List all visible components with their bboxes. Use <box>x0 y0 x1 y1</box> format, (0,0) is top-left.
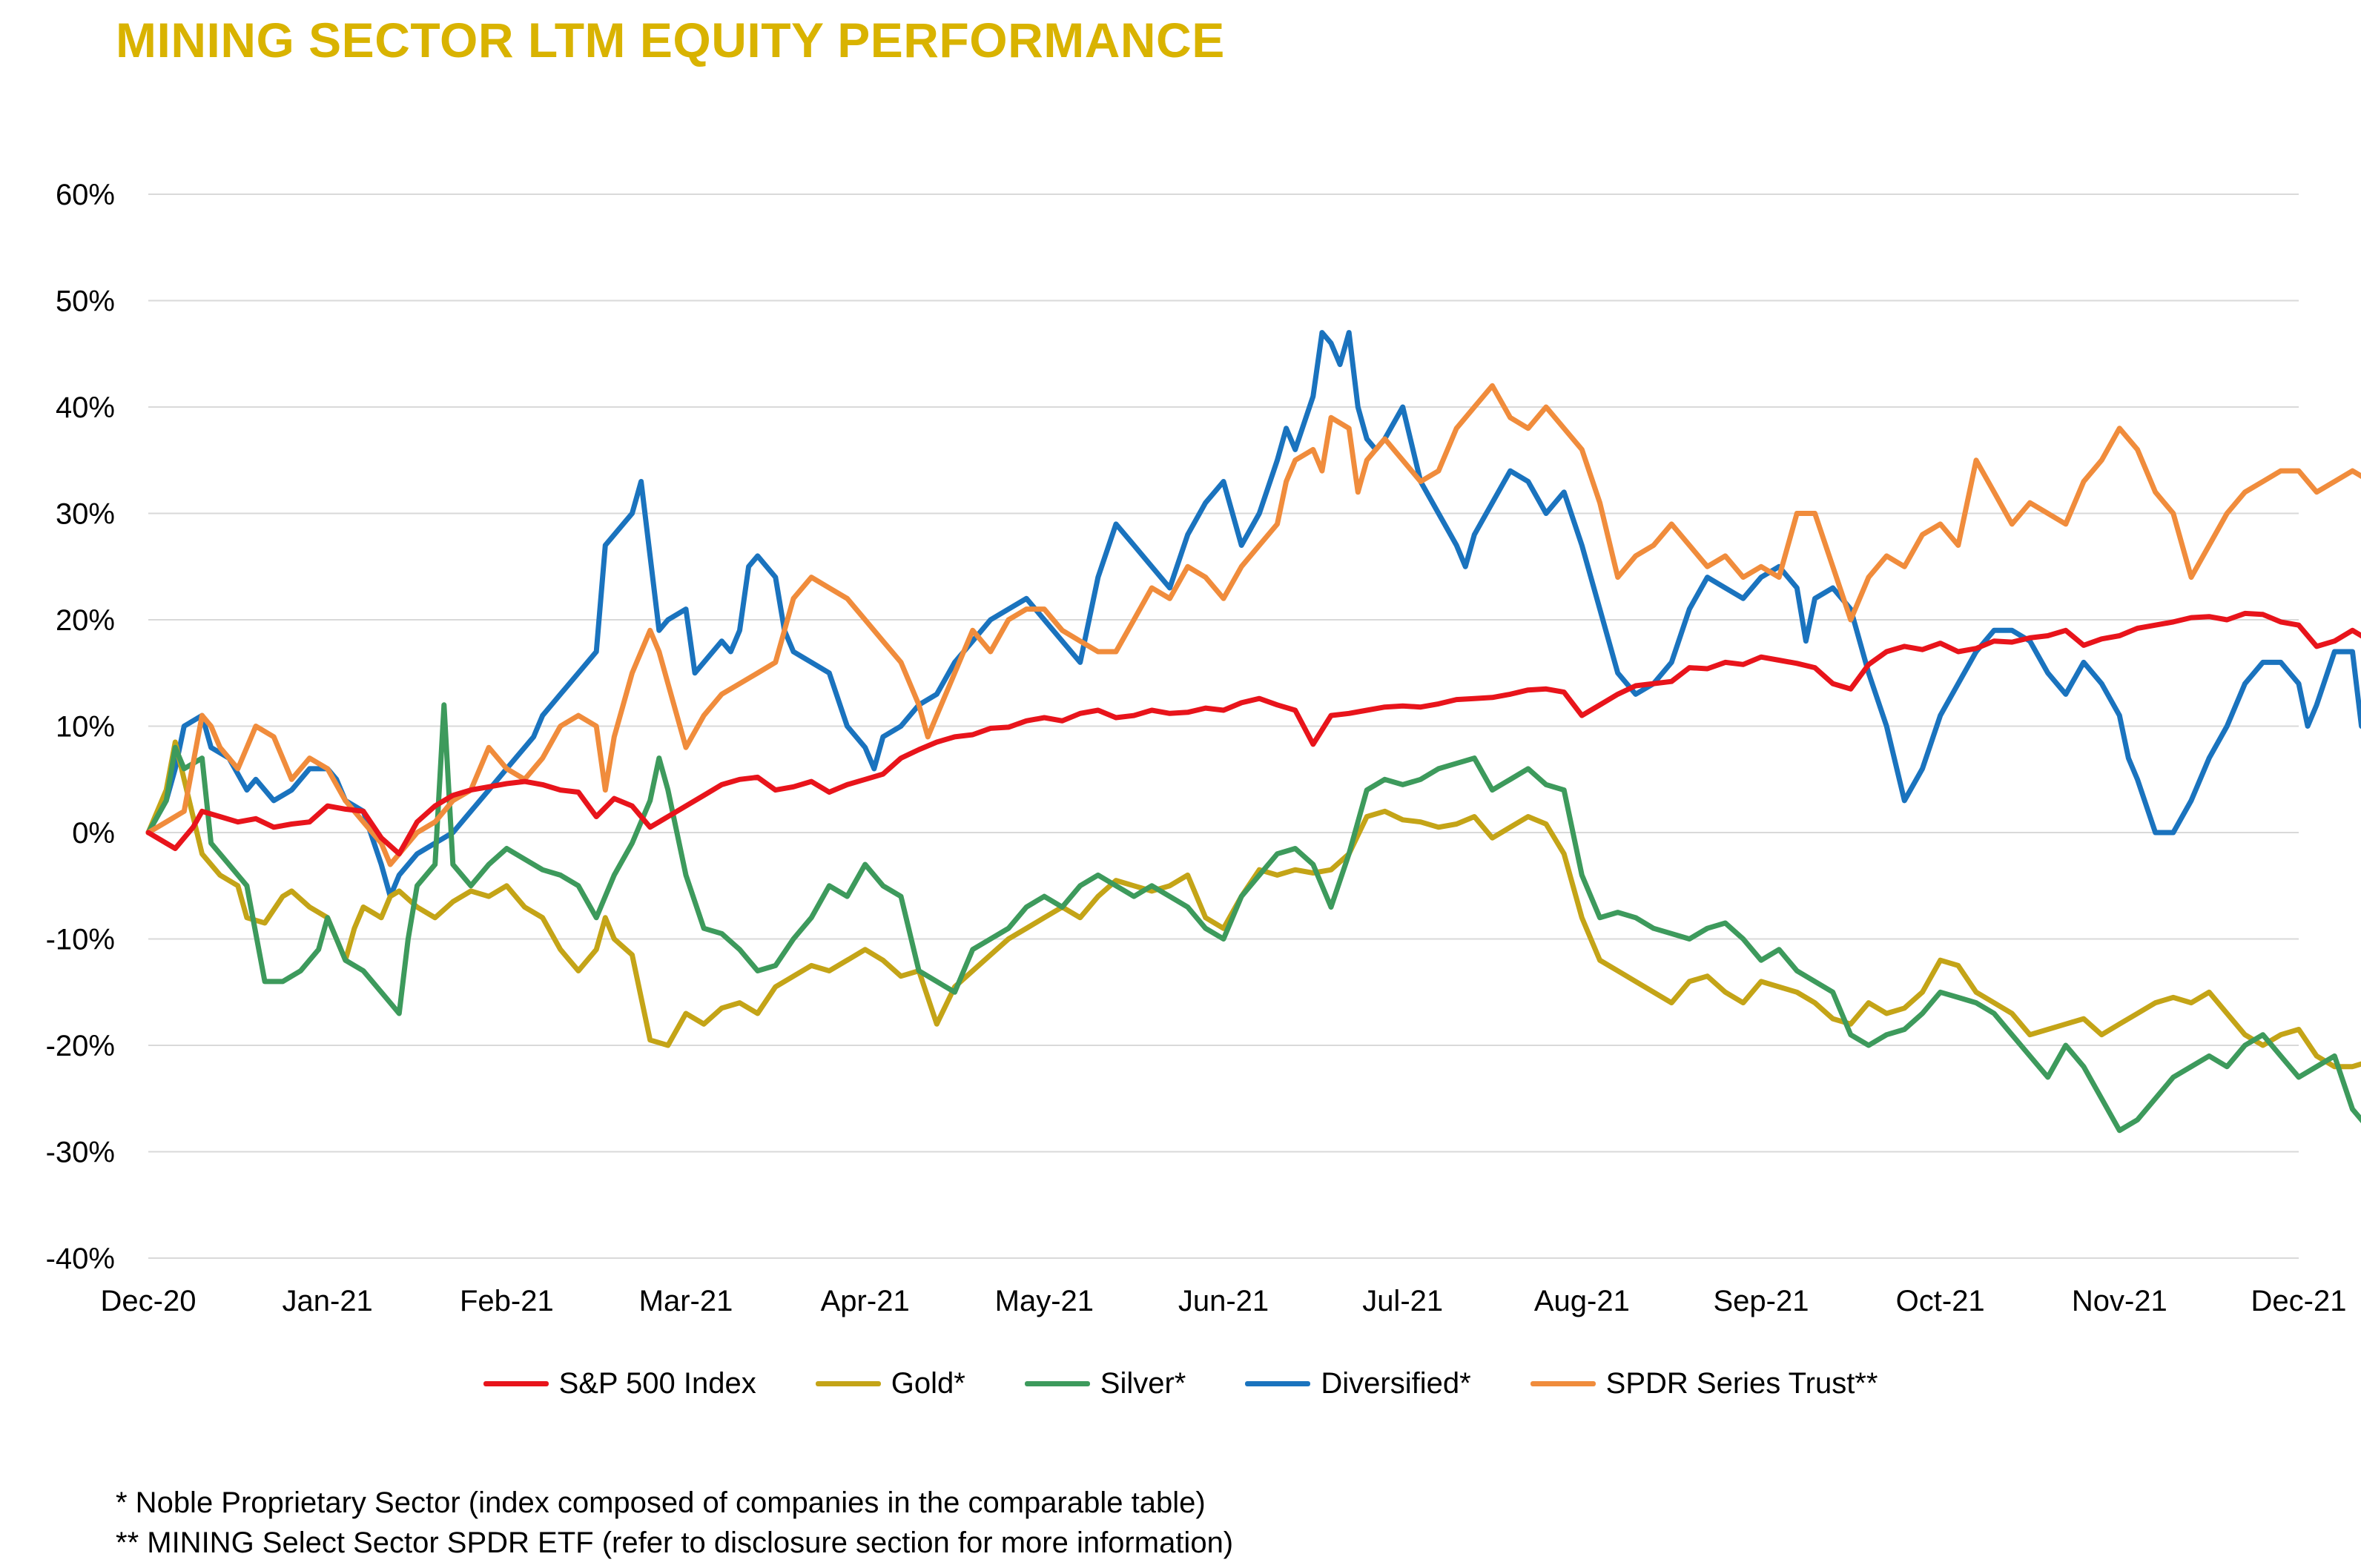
x-axis-ticks: Dec-20 Jan-21 Feb-21 Mar-21 Apr-21 May-21 Jun-… <box>101 1285 2347 1317</box>
y-tick-label: 0% <box>72 817 115 850</box>
x-tick-label: Nov-21 <box>2072 1285 2167 1317</box>
x-tick-label: Feb-21 <box>460 1285 554 1317</box>
legend-label: S&P 500 Index <box>558 1366 756 1400</box>
y-tick-label: 40% <box>56 391 115 424</box>
legend-label: Diversified* <box>1321 1366 1471 1400</box>
x-tick-label: Apr-21 <box>821 1285 910 1317</box>
footnotes: * Noble Proprietary Sector (index compos… <box>116 1483 1233 1563</box>
series-line-silver <box>145 702 2361 1134</box>
x-tick-label: May-21 <box>995 1285 1094 1317</box>
legend-label: Gold* <box>891 1366 965 1400</box>
legend-item: SPDR Series Trust** <box>1530 1367 1878 1400</box>
y-tick-label: -30% <box>46 1137 115 1169</box>
x-tick-label: Jan-21 <box>283 1285 373 1317</box>
chart-title: MINING SECTOR LTM EQUITY PERFORMANCE <box>116 13 1225 67</box>
legend-item: Gold* <box>815 1366 965 1400</box>
x-tick-label: Jun-21 <box>1178 1285 1269 1317</box>
legend-swatch <box>1530 1380 1596 1386</box>
y-tick-label: -10% <box>46 924 115 956</box>
legend-swatch <box>815 1380 881 1386</box>
legend-label: SPDR Series Trust** <box>1605 1366 1878 1400</box>
y-tick-label: 10% <box>56 711 115 744</box>
chart-legend: S&P 500 Index Gold* Silver* Diversified* SPD… <box>0 1363 2361 1404</box>
x-tick-label: Jul-21 <box>1362 1285 1443 1317</box>
x-tick-label: Dec-20 <box>101 1285 197 1317</box>
series-lines <box>145 330 2361 1134</box>
legend-label: Silver* <box>1100 1366 1186 1400</box>
y-tick-label: -20% <box>46 1030 115 1062</box>
line-chart: 60% 50% 40% 30% 20% 10% 0% -10% -20% -30% -40% Dec… <box>46 179 2361 1317</box>
footnote-2: ** MINING Select Sector SPDR ETF (refer … <box>116 1526 1234 1559</box>
legend-swatch <box>1245 1380 1311 1386</box>
y-axis-ticks: 60% 50% 40% 30% 20% 10% 0% -10% -20% -30% -40% <box>46 179 115 1275</box>
x-tick-label: Oct-21 <box>1896 1285 1985 1317</box>
gridlines <box>148 193 2299 1259</box>
legend-item: Silver* <box>1024 1366 1186 1400</box>
x-tick-label: Dec-21 <box>2251 1285 2347 1317</box>
y-tick-label: 30% <box>56 498 115 531</box>
legend-swatch <box>1024 1380 1090 1386</box>
x-tick-label: Sep-21 <box>1714 1285 1809 1317</box>
y-tick-label: 60% <box>56 179 115 211</box>
legend-item: S&P 500 Index <box>483 1367 756 1400</box>
legend-swatch <box>483 1380 549 1386</box>
y-tick-label: -40% <box>46 1243 115 1275</box>
x-tick-label: Aug-21 <box>1534 1285 1630 1317</box>
series-line-s-p-500-index <box>145 610 2361 857</box>
series-line-diversified <box>145 330 2361 899</box>
series-line-gold <box>145 739 2361 1070</box>
series-line-spdr-series-trust <box>145 383 2361 867</box>
footnote-1: * Noble Proprietary Sector (index compos… <box>116 1486 1206 1519</box>
y-tick-label: 20% <box>56 604 115 637</box>
x-tick-label: Mar-21 <box>639 1285 733 1317</box>
y-tick-label: 50% <box>56 285 115 318</box>
legend-item: Diversified* <box>1245 1366 1471 1400</box>
